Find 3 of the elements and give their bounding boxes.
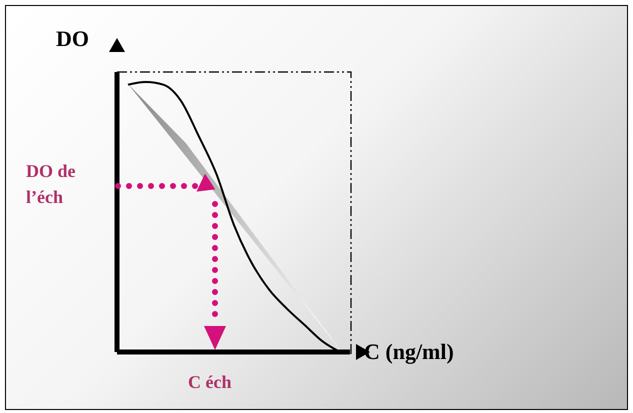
text: C éch — [188, 372, 232, 393]
text: DO de l’éch — [26, 160, 76, 209]
y-axis-title: DO — [56, 26, 89, 52]
